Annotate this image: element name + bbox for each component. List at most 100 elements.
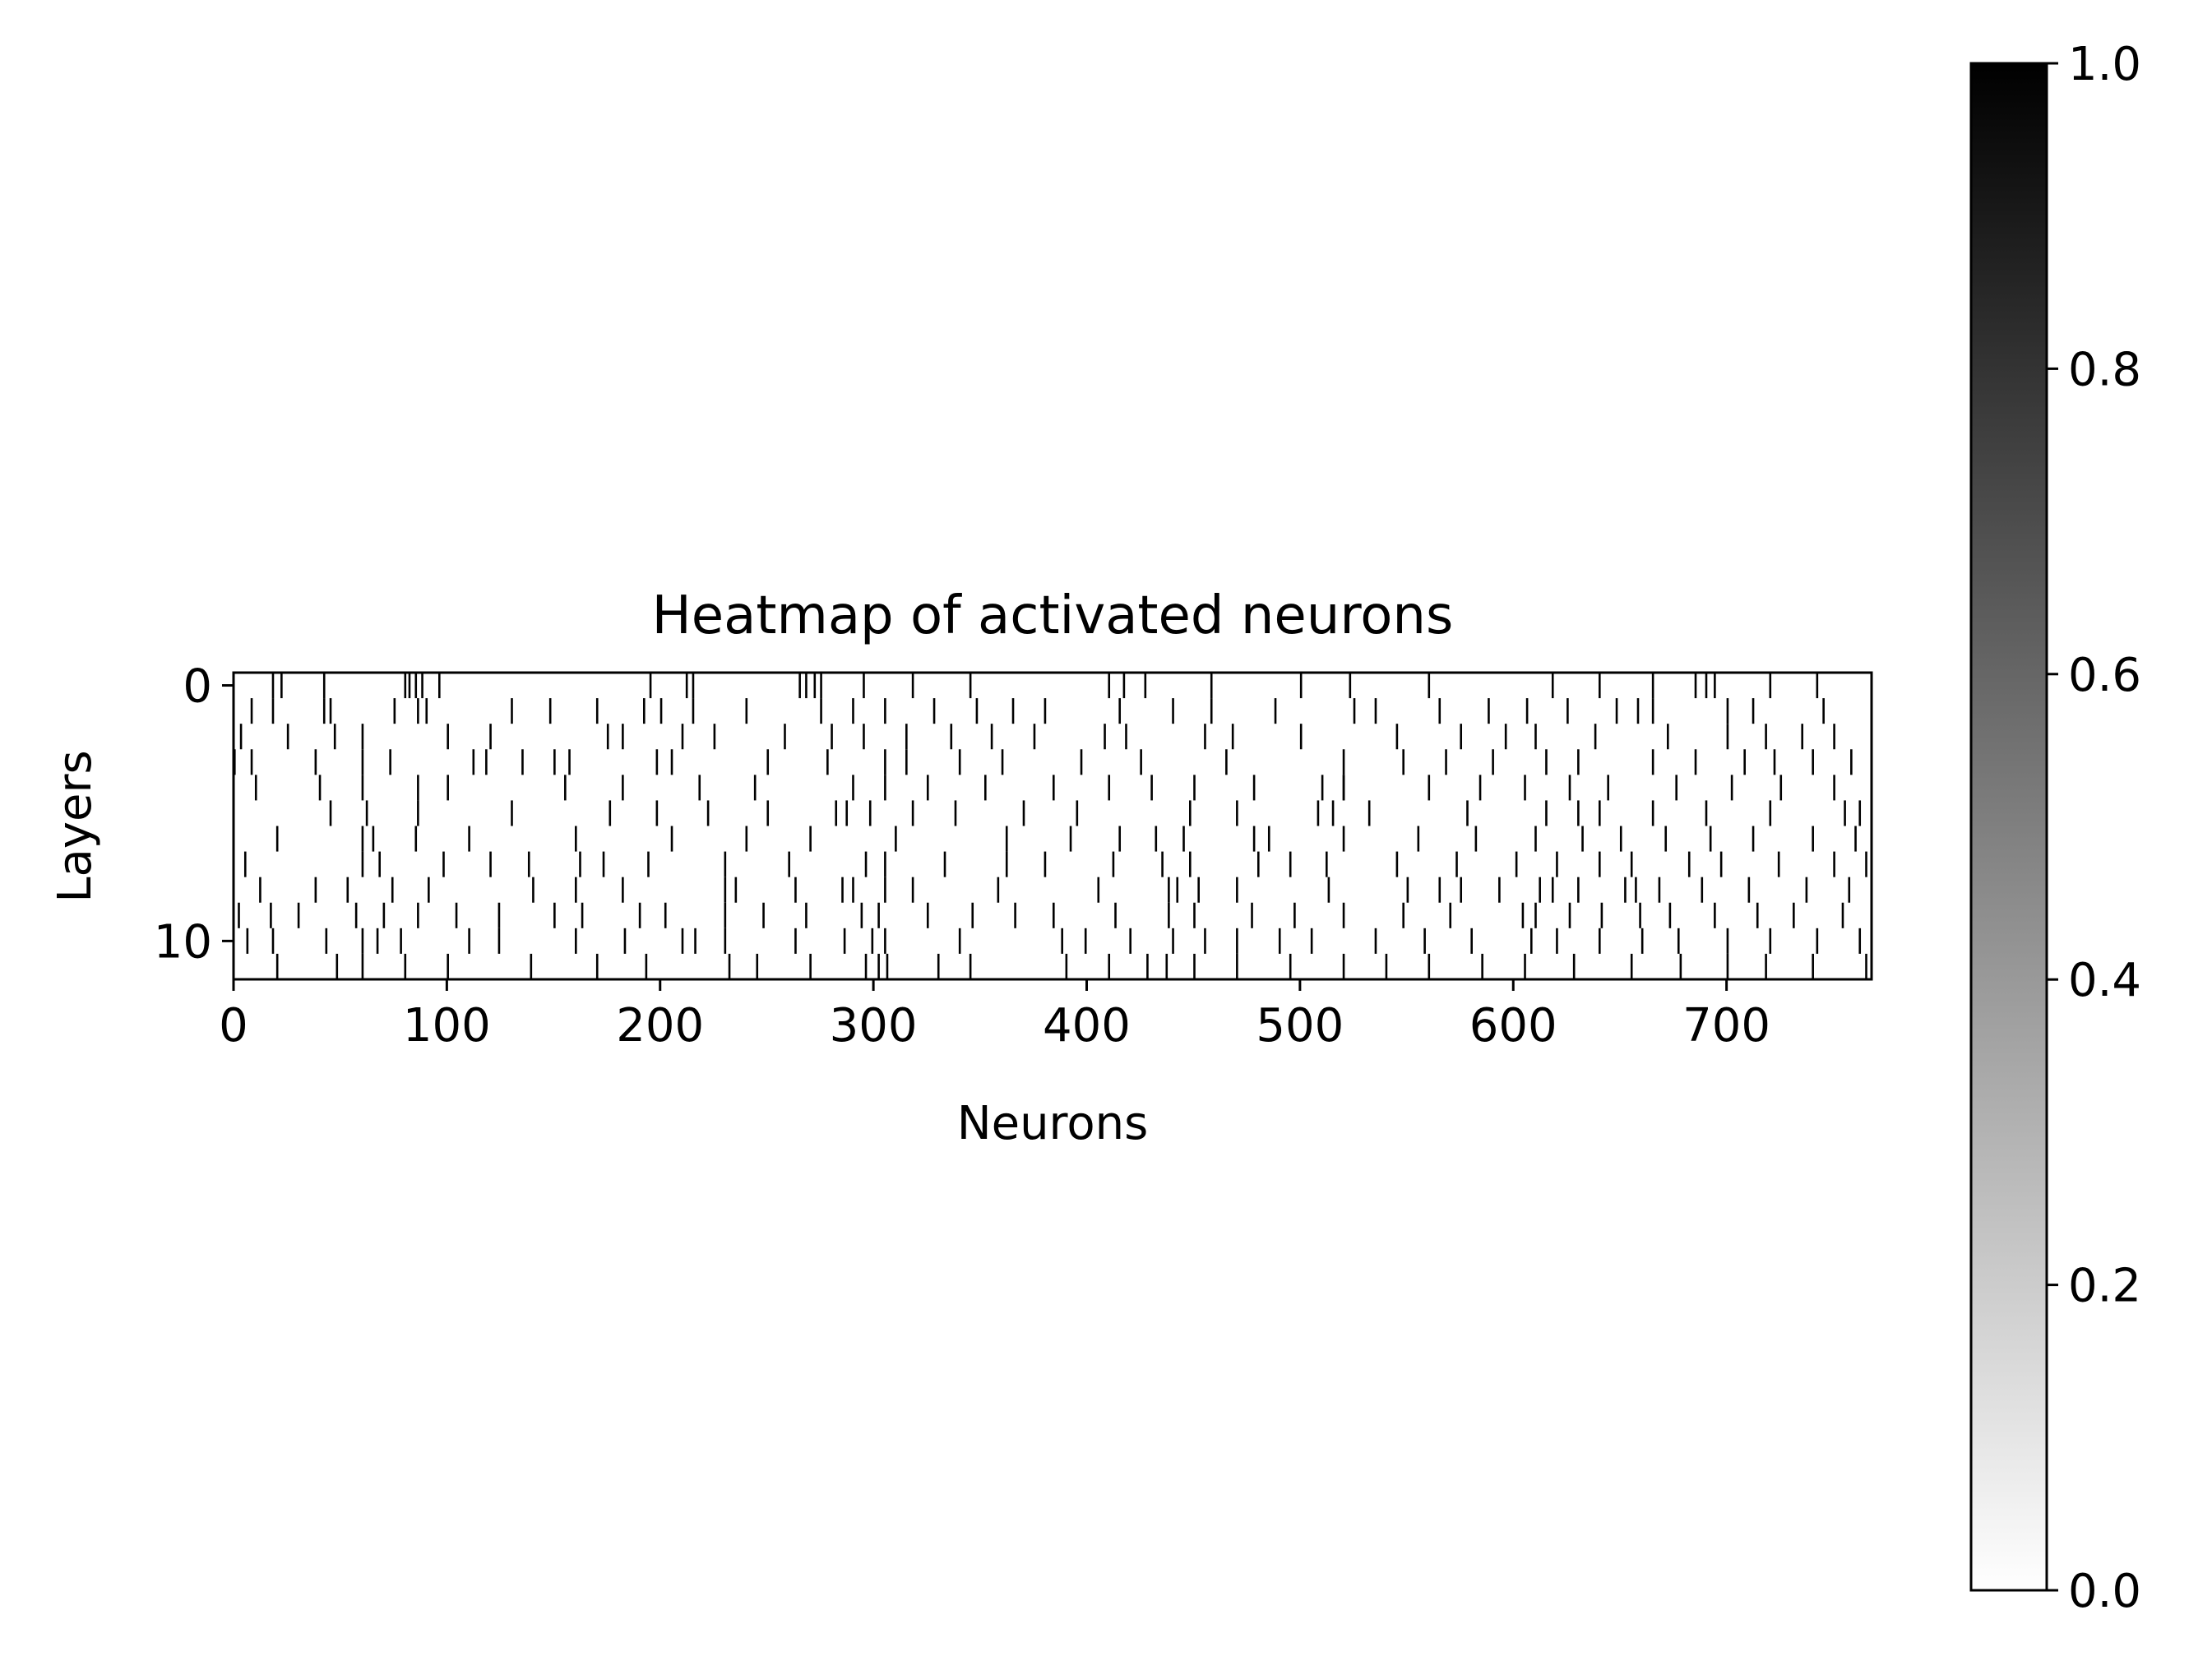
heatmap-cell: [1594, 724, 1597, 750]
heatmap-cell: [886, 953, 889, 979]
heatmap-cell: [1524, 953, 1526, 979]
heatmap-cell: [250, 698, 253, 724]
heatmap-cell: [766, 800, 770, 826]
heatmap-cell: [1572, 953, 1576, 979]
heatmap-cell: [1210, 673, 1213, 699]
heatmap-cell: [1747, 877, 1751, 903]
heatmap-cell: [728, 953, 731, 979]
heatmap-cell: [1289, 953, 1292, 979]
heatmap-cell: [1568, 902, 1571, 928]
heatmap-cell: [958, 928, 961, 954]
heatmap-cell: [813, 673, 817, 699]
heatmap-cell: [932, 698, 936, 724]
heatmap-cell: [1651, 673, 1654, 699]
heatmap-cell: [864, 851, 868, 877]
heatmap-cell: [647, 851, 650, 877]
heatmap-cell: [361, 953, 364, 979]
heatmap-cell: [1812, 826, 1814, 852]
heatmap-cell: [863, 673, 865, 699]
heatmap-cell: [1534, 826, 1537, 852]
heatmap-cell: [275, 826, 279, 852]
heatmap-cell: [997, 877, 1000, 903]
heatmap-cell: [1599, 928, 1601, 954]
heatmap-cell: [378, 851, 381, 877]
heatmap-cell: [1080, 749, 1083, 775]
heatmap-cell: [1423, 928, 1426, 954]
heatmap-cell: [809, 953, 812, 979]
heatmap-cell: [1498, 877, 1501, 903]
heatmap-cell: [1833, 775, 1835, 801]
heatmap-cell: [1402, 902, 1404, 928]
heatmap-cell: [1726, 724, 1729, 750]
x-tick-label: 200: [616, 999, 704, 1053]
heatmap-cell: [1155, 826, 1158, 852]
heatmap-cell: [1104, 724, 1106, 750]
heatmap-cell: [1730, 775, 1733, 801]
colorbar-tick-label: 0.2: [2068, 1260, 2141, 1313]
heatmap-cell: [447, 953, 449, 979]
heatmap-cell: [884, 851, 886, 877]
heatmap-cell: [400, 928, 402, 954]
heatmap-cell: [871, 928, 874, 954]
heatmap-cell: [1165, 953, 1168, 979]
heatmap-cell: [884, 749, 886, 775]
heatmap-cell: [713, 724, 716, 750]
heatmap-cell: [336, 953, 339, 979]
heatmap-cell: [1833, 724, 1835, 750]
heatmap-cell: [1599, 800, 1601, 826]
heatmap-cell: [1033, 724, 1036, 750]
heatmap-cell: [575, 877, 577, 903]
heatmap-cell: [1044, 698, 1047, 724]
heatmap-cell: [1651, 800, 1654, 826]
heatmap-cell: [1615, 698, 1618, 724]
heatmap-cell: [1236, 800, 1238, 826]
heatmap-cell: [1428, 953, 1431, 979]
heatmap-cell: [1752, 698, 1755, 724]
heatmap-cell: [1577, 800, 1580, 826]
x-tick-label: 100: [403, 999, 491, 1053]
heatmap-cell: [1193, 953, 1196, 979]
heatmap-cell: [1694, 749, 1697, 775]
heatmap-cell: [971, 902, 974, 928]
heatmap-cell: [1061, 928, 1063, 954]
heatmap-cell: [389, 749, 391, 775]
heatmap-cell: [1765, 724, 1767, 750]
colorbar-axis: 0.0 0.2 0.4 0.6 0.8 1.0: [2047, 38, 2141, 1618]
heatmap-cell: [1640, 928, 1644, 954]
heatmap-cell: [1619, 826, 1622, 852]
heatmap-cell: [798, 673, 801, 699]
heatmap-cell: [1460, 877, 1463, 903]
heatmap-cell: [724, 877, 727, 903]
heatmap-cell: [511, 800, 513, 826]
heatmap-cell: [421, 673, 423, 699]
heatmap-cell: [1342, 826, 1345, 852]
heatmap-cell: [1599, 851, 1601, 877]
heatmap-cell: [1719, 851, 1723, 877]
heatmap-cell: [297, 902, 300, 928]
heatmap-cell: [1225, 749, 1228, 775]
heatmap-cell: [841, 877, 844, 903]
heatmap-cell: [1374, 698, 1377, 724]
heatmap-cell: [417, 902, 419, 928]
heatmap-cell: [595, 953, 599, 979]
heatmap-cell: [1765, 953, 1767, 979]
heatmap-cell: [969, 953, 972, 979]
heatmap-cell: [745, 826, 748, 852]
heatmap-cell: [489, 724, 492, 750]
heatmap-cell: [975, 698, 979, 724]
heatmap-cell: [1293, 902, 1296, 928]
heatmap-cell: [681, 724, 684, 750]
y-tick-label: 0: [183, 660, 212, 714]
heatmap-cell: [937, 953, 940, 979]
heatmap-cell: [468, 928, 470, 954]
heatmap-cell: [681, 928, 684, 954]
heatmap-cell: [393, 698, 396, 724]
heatmap-cell: [250, 749, 253, 775]
heatmap-cell: [1524, 775, 1526, 801]
colorbar-tick-label: 0.4: [2068, 954, 2141, 1007]
heatmap-cell: [1236, 953, 1238, 979]
heatmap-cell: [1812, 953, 1814, 979]
heatmap-cell: [606, 724, 609, 750]
heatmap-cell: [1816, 928, 1819, 954]
heatmap-cell: [843, 928, 846, 954]
